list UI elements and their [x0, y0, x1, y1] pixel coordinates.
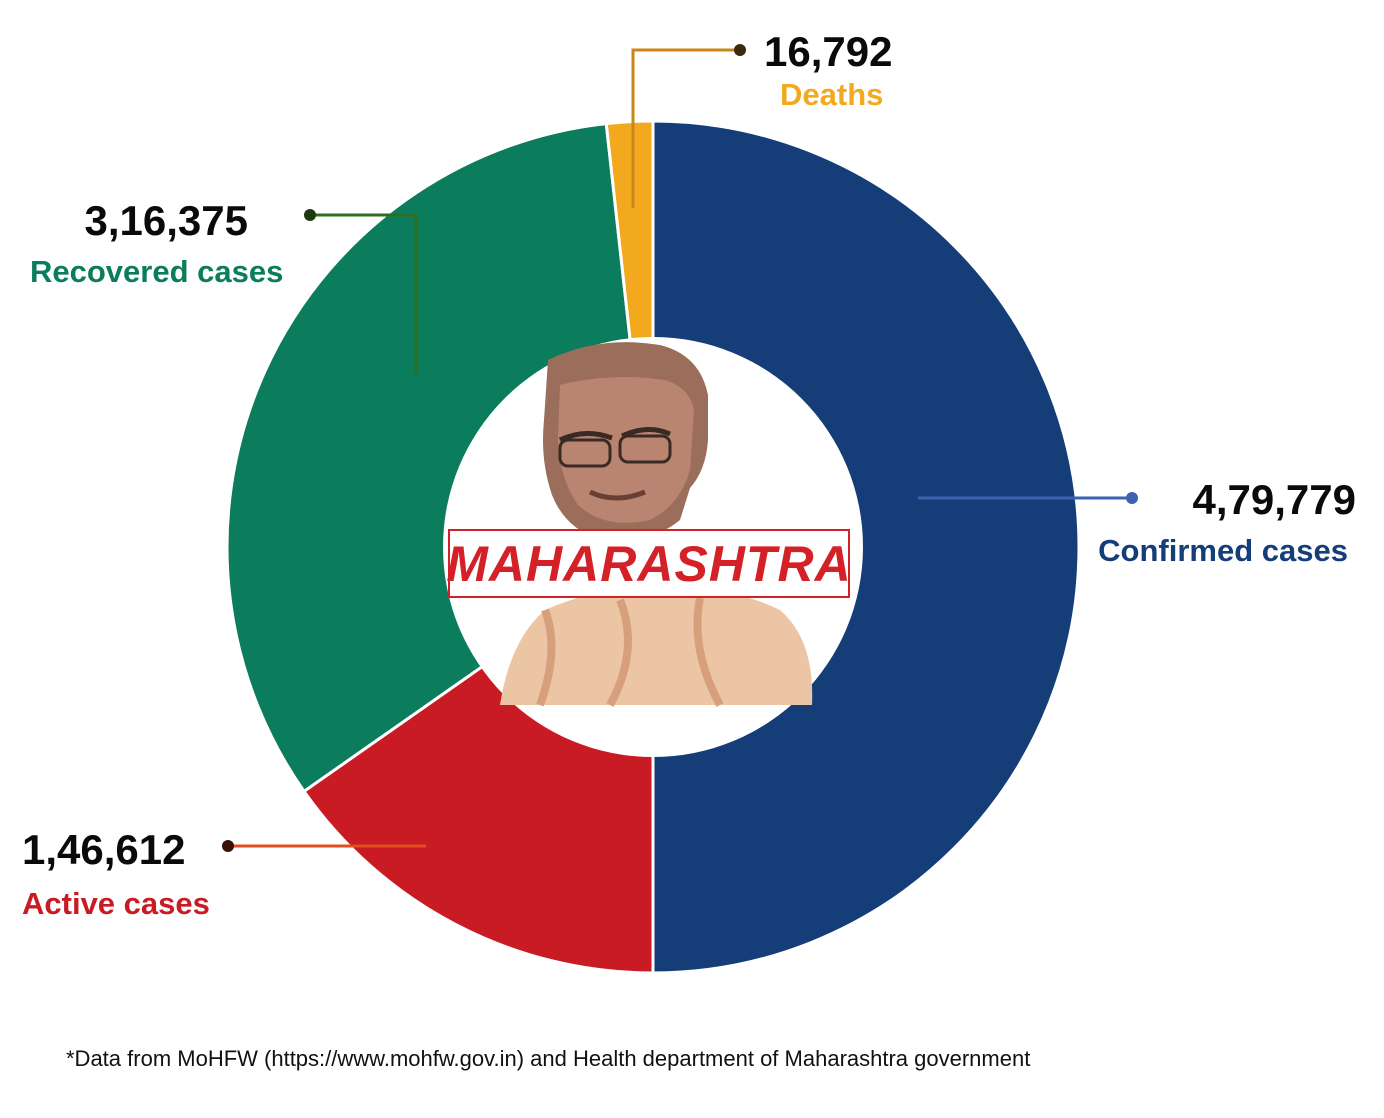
category-label-confirmed: Confirmed cases — [1098, 533, 1348, 568]
leader-confirmed — [918, 492, 1138, 504]
leader-active — [222, 840, 426, 852]
category-label-active: Active cases — [22, 886, 210, 921]
category-label-recovered: Recovered cases — [30, 254, 283, 289]
portrait-icon — [500, 342, 813, 707]
leader-deaths — [631, 44, 746, 208]
value-label-recovered: 3,16,375 — [85, 197, 249, 244]
footnote: *Data from MoHFW (https://www.mohfw.gov.… — [66, 1046, 1031, 1071]
slice-confirmed-cases — [651, 119, 1081, 975]
value-label-deaths: 16,792 — [764, 28, 892, 75]
leader-recovered — [304, 209, 418, 373]
slice-recovered-cases — [225, 121, 655, 794]
center-label: MAHARASHTRA — [446, 536, 851, 592]
value-label-confirmed: 4,79,779 — [1193, 476, 1357, 523]
center-label-box — [448, 529, 850, 598]
value-label-active: 1,46,612 — [22, 826, 186, 873]
category-label-deaths: Deaths — [780, 77, 883, 112]
